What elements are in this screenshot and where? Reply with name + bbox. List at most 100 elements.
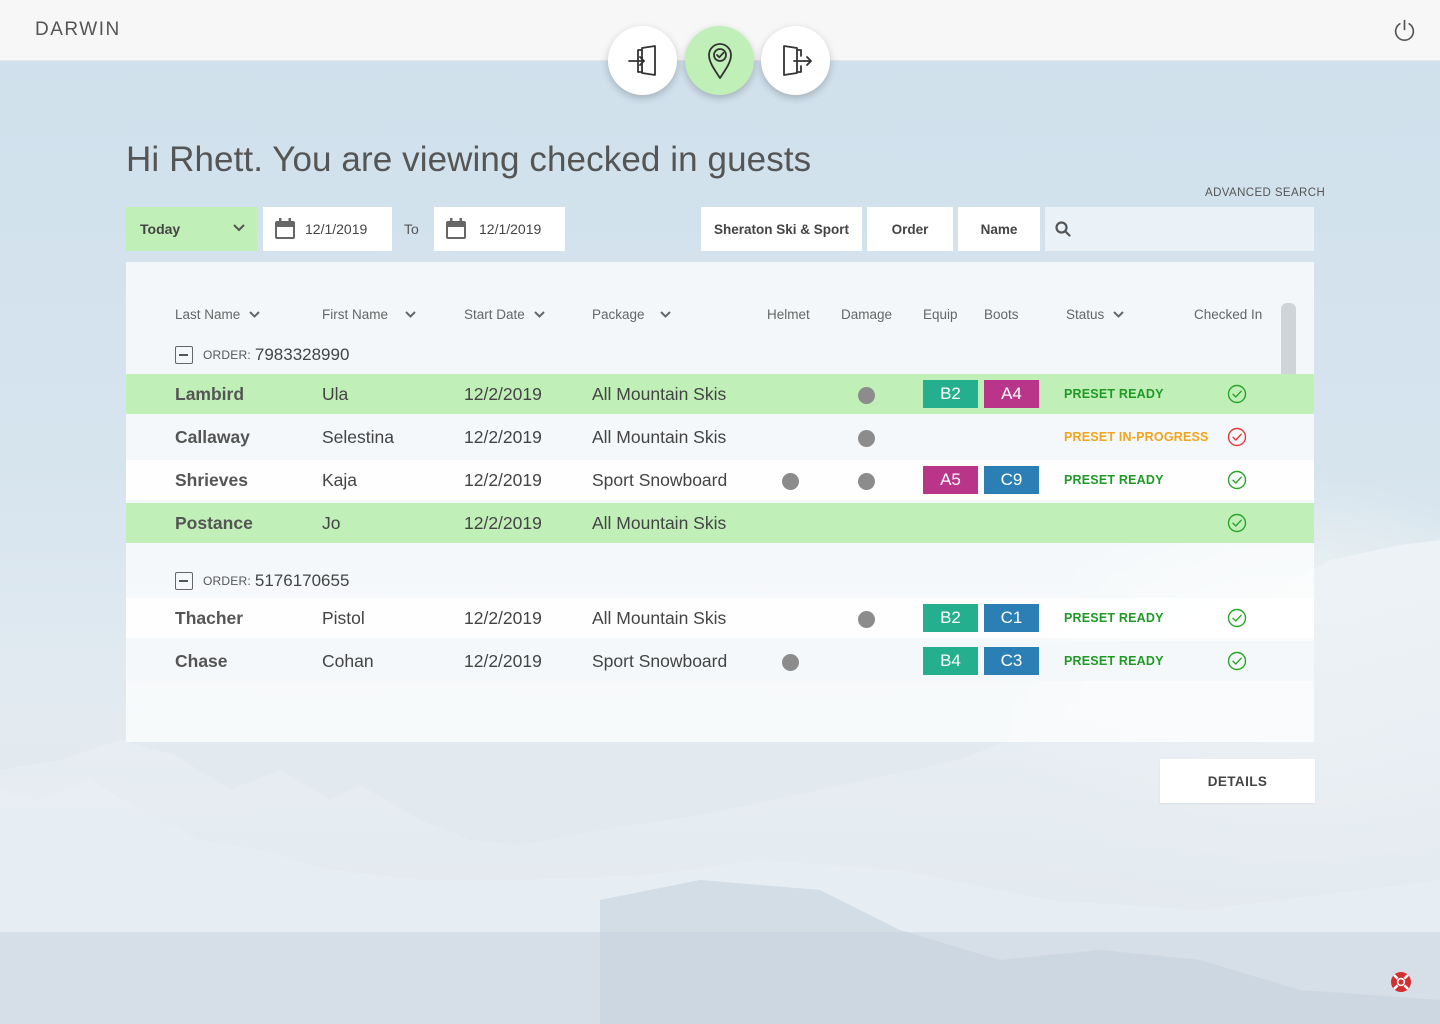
order-filter-button[interactable]: Order (867, 207, 953, 251)
calendar-icon (446, 218, 466, 239)
column-label: Last Name (175, 307, 241, 322)
column-header-helmet: Helmet (767, 307, 810, 322)
check-in-nav-button[interactable] (608, 26, 677, 95)
start-date-cell: 12/2/2019 (464, 650, 542, 671)
package-cell: All Mountain Skis (592, 607, 727, 628)
damage-indicator (858, 611, 875, 628)
date-range-select[interactable]: Today (126, 207, 257, 251)
check-circle-icon (1227, 513, 1247, 533)
column-header-damage: Damage (841, 307, 893, 322)
equip-tag: B4 (923, 647, 978, 675)
boots-tag: C1 (984, 604, 1039, 632)
door-exit-icon (782, 44, 812, 76)
footer-band (0, 932, 1440, 1024)
first-name-cell: Pistol (322, 607, 365, 628)
status-label: PRESET READY (1064, 654, 1164, 668)
collapse-toggle[interactable] (175, 572, 193, 590)
chevron-down-icon (405, 311, 416, 318)
first-name-cell: Cohan (322, 650, 374, 671)
start-date-value: 12/1/2019 (305, 221, 368, 237)
table-scrollbar[interactable] (1281, 303, 1296, 387)
start-date-cell: 12/2/2019 (464, 607, 542, 628)
boots-tag: A4 (984, 380, 1039, 408)
column-label: First Name (322, 307, 389, 322)
package-cell: All Mountain Skis (592, 426, 727, 447)
table-row[interactable]: Chase Cohan 12/2/2019 Sport Snowboard B4 C3 PR… (126, 641, 1314, 681)
details-button[interactable]: DETAILS (1160, 759, 1315, 803)
order-label: ORDER: (203, 348, 251, 362)
column-header-start-date[interactable]: Start Date (464, 307, 546, 322)
first-name-cell: Ula (322, 383, 349, 404)
check-circle-icon (1227, 384, 1247, 404)
first-name-cell: Selestina (322, 426, 394, 447)
chevron-down-icon (1113, 311, 1124, 318)
location-check-icon (707, 42, 732, 79)
to-label: To (404, 221, 419, 237)
column-header-package[interactable]: Package (592, 307, 672, 322)
chevron-down-icon (249, 311, 260, 318)
table-row[interactable]: Thacher Pistol 12/2/2019 All Mountain Skis B… (126, 598, 1314, 638)
order-number: 7983328990 (254, 345, 350, 364)
store-filter-button[interactable]: Sheraton Ski & Sport (701, 207, 862, 251)
column-header-equip: Equip (923, 307, 958, 322)
column-header-first-name[interactable]: First Name (322, 307, 417, 322)
package-cell: All Mountain Skis (592, 383, 727, 404)
chevron-down-icon (233, 224, 245, 232)
boots-tag: C9 (984, 466, 1039, 494)
equip-tag: B2 (923, 604, 978, 632)
order-number: 5176170655 (254, 571, 350, 590)
order-label: ORDER: (203, 574, 251, 588)
damage-indicator (858, 473, 875, 490)
advanced-search-link[interactable]: ADVANCED SEARCH (1205, 187, 1326, 199)
column-header-last-name[interactable]: Last Name (175, 307, 261, 322)
column-label: Start Date (464, 307, 525, 322)
date-range-value: Today (140, 221, 181, 237)
package-cell: Sport Snowboard (592, 469, 728, 490)
status-label: PRESET READY (1064, 473, 1164, 487)
check-circle-icon (1227, 608, 1247, 628)
page-title: Hi Rhett. You are viewing checked in gue… (126, 140, 812, 179)
check-circle-alert-icon (1227, 427, 1247, 447)
equip-tag: B2 (923, 380, 978, 408)
column-header-boots: Boots (984, 307, 1019, 322)
check-circle-icon (1227, 651, 1247, 671)
table-row[interactable]: Callaway Selestina 12/2/2019 All Mountain S… (126, 417, 1314, 457)
lifebuoy-help-icon[interactable] (1390, 971, 1412, 993)
collapse-toggle[interactable] (175, 346, 193, 364)
last-name-cell: Chase (175, 650, 228, 671)
status-label: PRESET READY (1064, 611, 1164, 625)
last-name-cell: Postance (175, 512, 253, 533)
check-out-nav-button[interactable] (761, 26, 830, 95)
column-header-checked-in: Checked In (1194, 307, 1263, 322)
order-group-header: ORDER: 5176170655 (175, 570, 349, 592)
damage-indicator (858, 387, 875, 404)
app-brand: DARWIN (35, 19, 121, 40)
table-row[interactable]: Shrieves Kaja 12/2/2019 Sport Snowboard A5 C9… (126, 460, 1314, 500)
check-circle-icon (1227, 470, 1247, 490)
checked-in-nav-button[interactable] (685, 26, 754, 95)
start-date-cell: 12/2/2019 (464, 469, 542, 490)
table-row[interactable]: Postance Jo 12/2/2019 All Mountain Skis (126, 503, 1314, 543)
power-icon[interactable] (1392, 18, 1417, 43)
start-date-input[interactable]: 12/1/2019 (263, 207, 392, 251)
column-header-status[interactable]: Status (1066, 307, 1125, 322)
boots-tag: C3 (984, 647, 1039, 675)
name-filter-button[interactable]: Name (958, 207, 1040, 251)
equip-tag: A5 (923, 466, 978, 494)
damage-indicator (858, 430, 875, 447)
start-date-cell: 12/2/2019 (464, 426, 542, 447)
end-date-input[interactable]: 12/1/2019 (434, 207, 565, 251)
chevron-down-icon (659, 311, 671, 318)
start-date-cell: 12/2/2019 (464, 383, 542, 404)
last-name-cell: Shrieves (175, 469, 248, 490)
search-input[interactable] (1085, 209, 1305, 249)
column-label: Package (592, 307, 645, 322)
table-row[interactable]: Lambird Ula 12/2/2019 All Mountain Skis B2 A4… (126, 374, 1314, 414)
start-date-cell: 12/2/2019 (464, 512, 542, 533)
first-name-cell: Kaja (322, 469, 358, 490)
last-name-cell: Thacher (175, 607, 244, 628)
package-cell: Sport Snowboard (592, 650, 728, 671)
column-label: Status (1066, 307, 1105, 322)
status-label: PRESET READY (1064, 387, 1164, 401)
helmet-indicator (782, 654, 799, 671)
